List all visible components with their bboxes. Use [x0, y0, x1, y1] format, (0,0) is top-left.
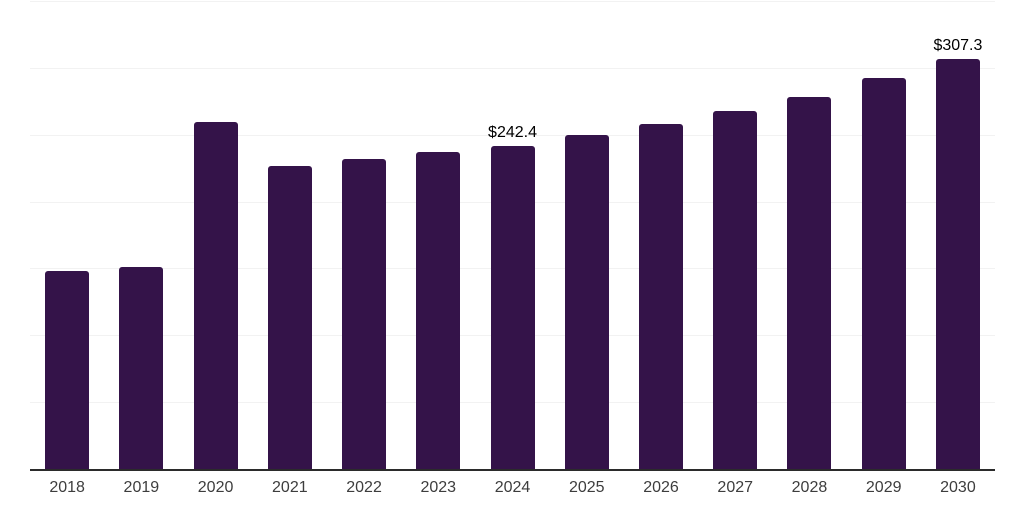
x-tick-label-2025: 2025	[568, 479, 605, 496]
x-tick-label-2022: 2022	[346, 479, 382, 496]
gridline	[30, 1, 995, 2]
bar-2019	[119, 267, 164, 470]
bar-2023	[416, 152, 461, 470]
bar-2029	[861, 78, 906, 470]
x-tick-label-2023: 2023	[420, 479, 457, 496]
bar-band	[401, 2, 475, 470]
bar-value-label: $242.4	[488, 123, 537, 141]
x-tick-label-2029: 2029	[865, 479, 902, 496]
gridline	[30, 67, 995, 69]
bar-2020	[193, 122, 238, 470]
bar-2025	[564, 135, 609, 470]
gridline	[30, 134, 995, 136]
bar-2027	[713, 111, 758, 470]
plot-area: $242.4 $307.3	[30, 1, 995, 471]
bar-band: $242.4	[475, 2, 549, 470]
x-tick-label-2018: 2018	[49, 479, 85, 496]
bar-2018	[45, 271, 90, 470]
bar-band	[624, 2, 698, 470]
x-tick-label-2028: 2028	[791, 479, 828, 496]
bar-2024	[490, 145, 535, 470]
bars-group: $242.4 $307.3	[30, 2, 995, 470]
bar-band	[847, 2, 921, 470]
x-tick-label-2026: 2026	[643, 479, 679, 496]
x-tick-label-2021: 2021	[272, 479, 308, 496]
bar-2022	[342, 159, 387, 470]
bar-band	[253, 2, 327, 470]
x-tick-label-2027: 2027	[717, 479, 754, 496]
bar-band	[30, 2, 104, 470]
bar-band	[550, 2, 624, 470]
bar-band	[698, 2, 772, 470]
bar-2021	[267, 166, 312, 470]
bar-2028	[787, 97, 832, 470]
x-tick-label-2024: 2024	[494, 479, 531, 496]
x-tick-label-2020: 2020	[197, 479, 234, 496]
bar-2026	[638, 124, 683, 470]
bar-band	[178, 2, 252, 470]
bar-band	[327, 2, 401, 470]
bar-band	[772, 2, 846, 470]
x-axis-tick-labels: 2018 2019 2020 2021 2022 2023 2024 2025 2026 2027…	[30, 479, 995, 497]
x-tick-label-2019: 2019	[123, 479, 160, 496]
bar-band: $307.3	[921, 2, 995, 470]
bar-2030	[935, 59, 980, 470]
bar-band	[104, 2, 178, 470]
x-tick-label-2030: 2030	[940, 479, 976, 496]
x-axis-line	[30, 469, 995, 471]
bar-value-label: $307.3	[933, 37, 983, 55]
